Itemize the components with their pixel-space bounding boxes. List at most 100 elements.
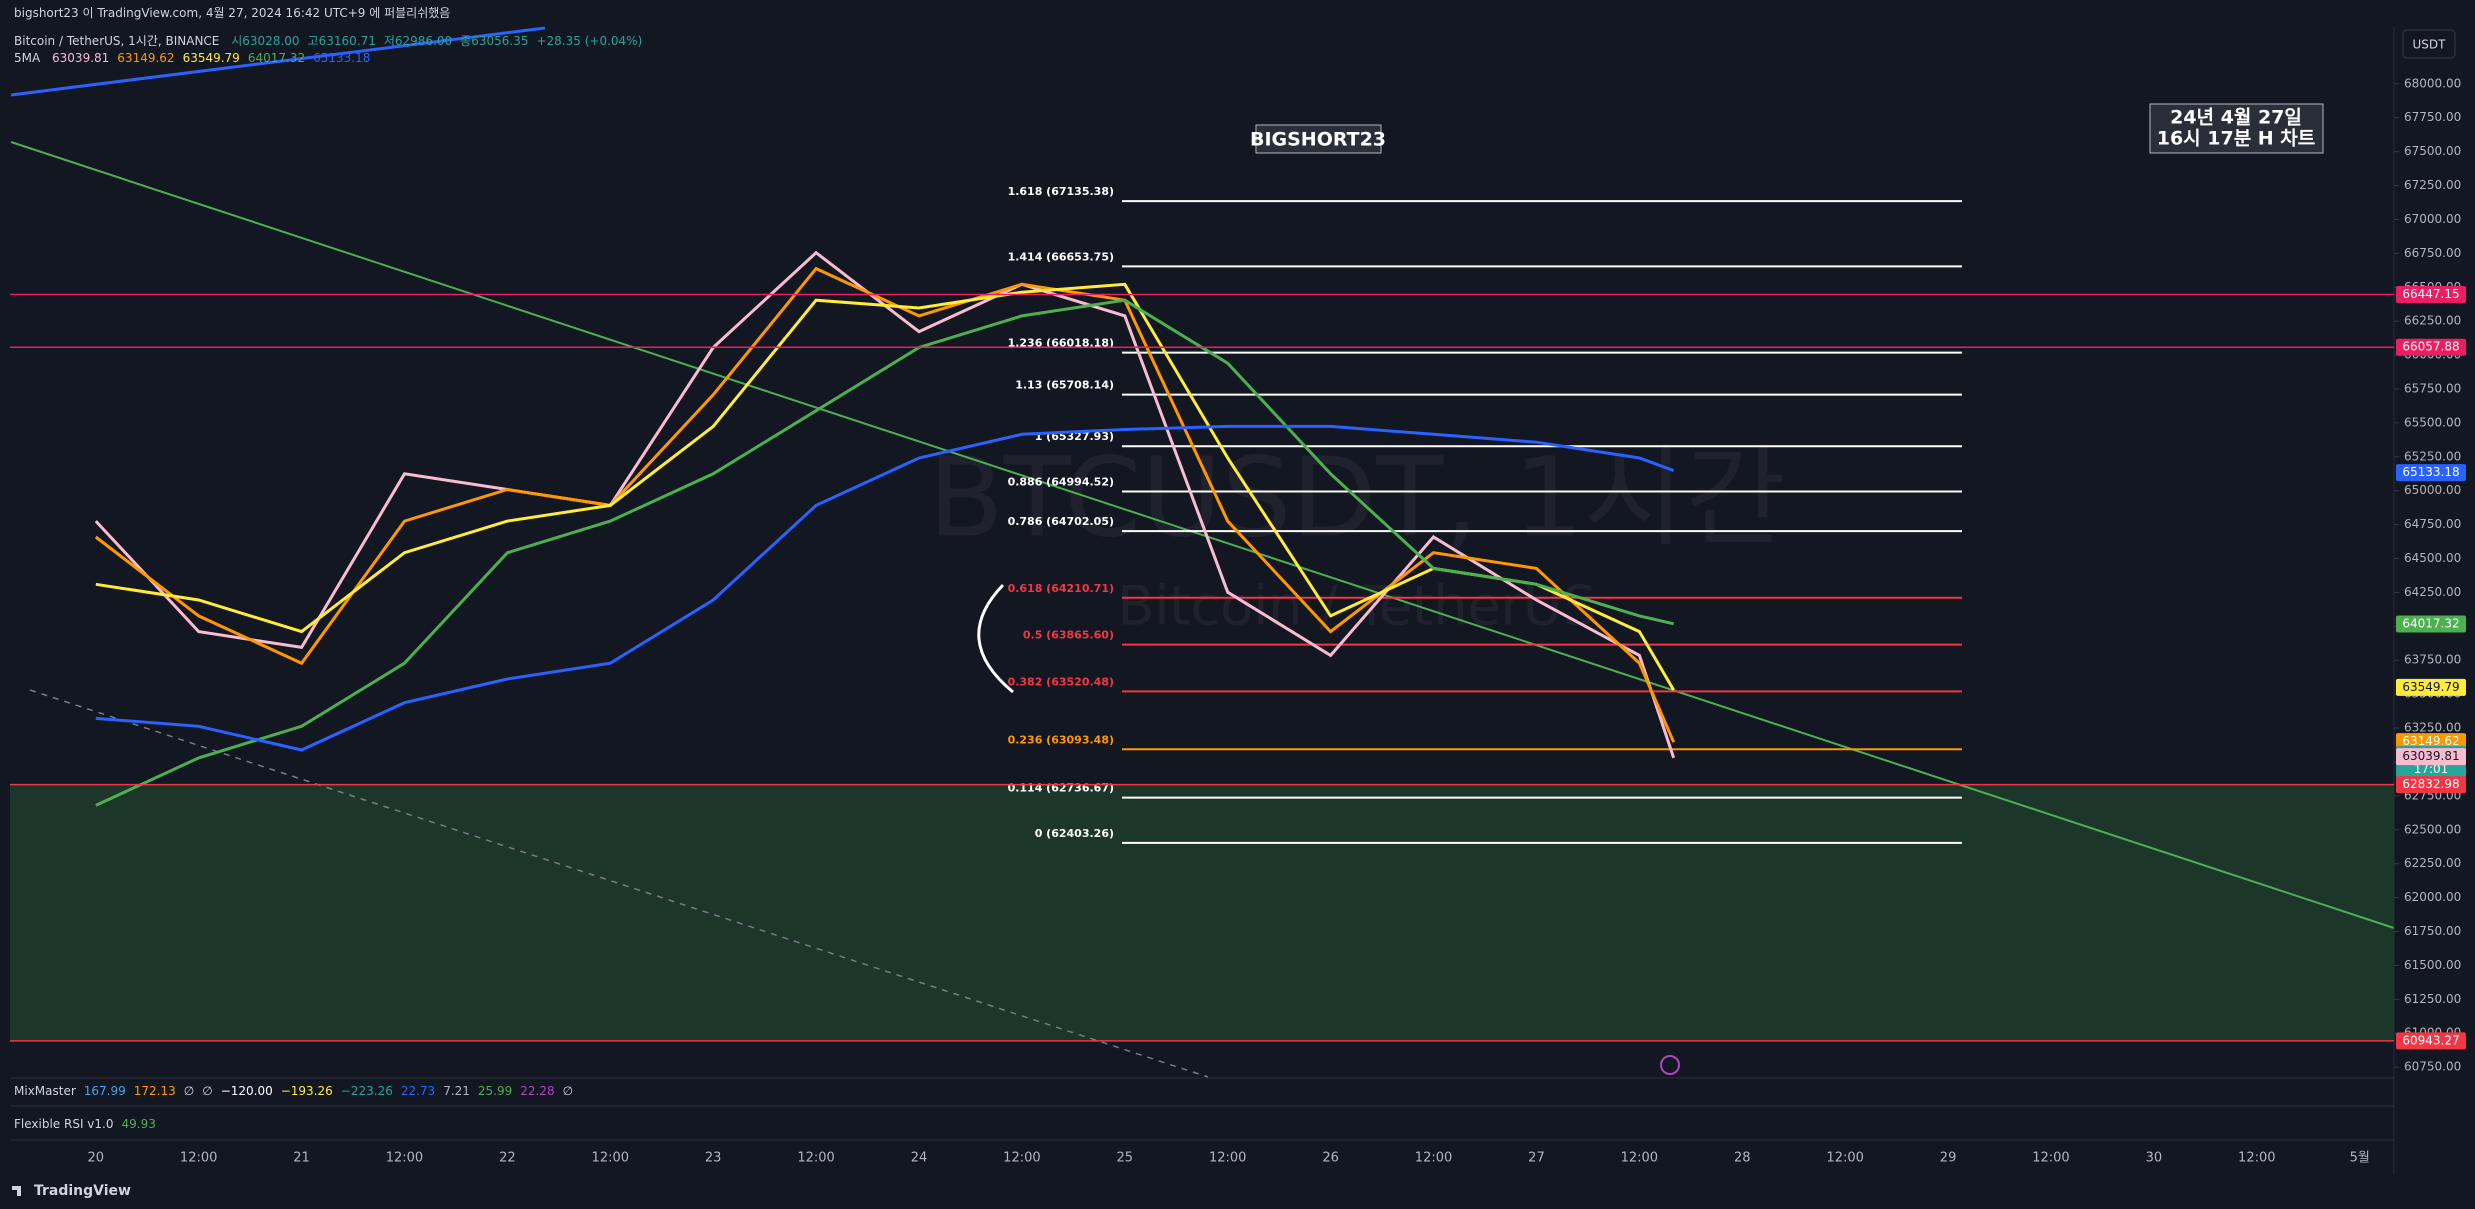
indicator-value: ∅ <box>183 1084 195 1098</box>
indicator-value: 49.93 <box>121 1117 156 1131</box>
price-label: 64017.32 <box>2402 616 2459 630</box>
y-tick-label: 60750.00 <box>2404 1060 2461 1074</box>
price-label: 63039.81 <box>2402 749 2459 763</box>
change: +28.35 (+0.04%) <box>536 34 643 48</box>
fib-label: 0.618 (64210.71) <box>1008 582 1114 595</box>
ohlc-value: 시63028.00 <box>231 34 300 48</box>
y-tick-label: 63750.00 <box>2404 653 2461 667</box>
indicator-value: 22.28 <box>520 1084 555 1098</box>
indicator-row: Flexible RSI v1.0 49.93 <box>14 1117 164 1131</box>
currency[interactable]: USDT <box>2413 38 2447 52</box>
x-tick-label: 12:00 <box>1415 1151 1452 1166</box>
x-tick-label: 23 <box>705 1151 722 1166</box>
x-tick-label: 5월 <box>2350 1151 2370 1166</box>
x-tick-label: 12:00 <box>2032 1151 2069 1166</box>
y-tick-label: 61750.00 <box>2404 924 2461 938</box>
currency-button[interactable] <box>2402 29 2456 59</box>
ohlc-value: 저62986.00 <box>383 34 453 48</box>
fib-label: 0.886 (64994.52) <box>1008 475 1114 488</box>
event-icon <box>1660 1055 1680 1075</box>
x-tick-label: 12:00 <box>797 1151 834 1166</box>
price-label-box <box>2396 776 2466 794</box>
y-tick-label: 67500.00 <box>2404 144 2461 158</box>
price-label: 66447.15 <box>2402 287 2459 301</box>
indicator-value: 25.99 <box>477 1084 513 1098</box>
watermark-sub: Bitcoin / TetherUS <box>1117 575 1596 638</box>
ma-line <box>94 266 1676 743</box>
long-ma-line <box>10 26 546 97</box>
x-tick-label: 29 <box>1940 1151 1957 1166</box>
indicator-value: 167.99 <box>83 1084 126 1098</box>
ma-value: 63549.79 <box>182 51 240 65</box>
y-tick-label: 65000.00 <box>2404 483 2461 497</box>
indicator-value: −223.26 <box>340 1084 393 1098</box>
header-text: bigshort23 이 TradingView.com, 4월 27, 202… <box>14 6 451 20</box>
x-tick-label: 12:00 <box>592 1151 629 1166</box>
price-label: 62832.98 <box>2402 777 2459 791</box>
tag: BIGSHORT23 <box>1250 129 1386 151</box>
y-tick-label: 64250.00 <box>2404 585 2461 599</box>
fib-label: 0.236 (63093.48) <box>1008 733 1114 746</box>
x-tick-label: 12:00 <box>1621 1151 1658 1166</box>
y-tick-label: 64500.00 <box>2404 551 2461 565</box>
y-tick-label: 66750.00 <box>2404 246 2461 260</box>
ohlc-value: 고63160.71 <box>307 34 376 48</box>
price-label-box <box>2396 748 2466 766</box>
y-tick-label: 61250.00 <box>2404 992 2461 1006</box>
x-tick-label: 24 <box>911 1151 928 1166</box>
fib-label: 1.414 (66653.75) <box>1008 250 1114 263</box>
x-tick-label: 27 <box>1528 1151 1545 1166</box>
date-line: 24년 4월 27일 <box>2170 107 2302 129</box>
y-tick-label: 65750.00 <box>2404 381 2461 395</box>
header: bigshort23 이 TradingView.com, 4월 27, 202… <box>14 4 458 21</box>
fib-label: 0 (62403.26) <box>1035 827 1114 840</box>
symbol: Bitcoin / TetherUS, 1시간, BINANCE <box>14 34 220 48</box>
legend-row: 5MA 63039.81 63149.62 63549.79 64017.32 6513… <box>14 51 378 65</box>
fib-label: 1.236 (66018.18) <box>1008 337 1114 350</box>
trend-line <box>10 141 2395 929</box>
support-zone <box>10 784 2394 1041</box>
x-tick-label: 20 <box>87 1151 104 1166</box>
price-label: 65133.18 <box>2402 465 2459 479</box>
price-label-box <box>2396 285 2466 303</box>
ma-value: 65133.18 <box>313 51 371 65</box>
indicator-value: ∅ <box>202 1084 213 1098</box>
y-tick-label: 62250.00 <box>2404 856 2461 870</box>
indicator-name: MixMaster <box>14 1084 76 1098</box>
indicator-value: 22.73 <box>400 1084 436 1098</box>
price-label-box <box>2396 615 2466 633</box>
x-tick-label: 25 <box>1117 1151 1134 1166</box>
fib-label: 1.13 (65708.14) <box>1015 379 1114 392</box>
y-tick-label: 68000.00 <box>2404 76 2461 90</box>
countdown: 17:01 <box>2414 762 2449 776</box>
price-label: 63149.62 <box>2402 734 2459 748</box>
x-tick-label: 12:00 <box>1209 1151 1246 1166</box>
arc-drawing <box>977 583 1014 694</box>
y-tick-label: 63250.00 <box>2404 721 2461 735</box>
fib-label: 0.786 (64702.05) <box>1008 515 1114 528</box>
date-box <box>2149 103 2324 154</box>
legend-row: Bitcoin / TetherUS, 1시간, BINANCE 시63028.… <box>14 32 650 49</box>
indicator-value: 172.13 <box>133 1084 176 1098</box>
y-tick-label: 67000.00 <box>2404 212 2461 226</box>
price-label-box <box>2396 678 2466 696</box>
indicator-row: MixMaster 167.99 172.13 ∅ ∅ −120.00 −193.26 −22… <box>14 1084 581 1098</box>
price-label-box <box>2396 464 2466 482</box>
x-tick-label: 30 <box>2146 1151 2163 1166</box>
fib-label: 1.618 (67135.38) <box>1008 185 1114 198</box>
fib-label: 0.382 (63520.48) <box>1008 675 1114 688</box>
y-tick-label: 67750.00 <box>2404 110 2461 124</box>
y-tick-label: 62500.00 <box>2404 822 2461 836</box>
ma-value: 63149.62 <box>117 51 175 65</box>
price-label: 66057.88 <box>2402 340 2459 354</box>
x-tick-label: 12:00 <box>386 1151 423 1166</box>
y-tick-label: 66250.00 <box>2404 314 2461 328</box>
ma-line <box>95 424 1675 752</box>
fib-label: 0.5 (63865.60) <box>1023 629 1114 642</box>
fib-label: 0.114 (62736.67) <box>1008 782 1114 795</box>
y-tick-label: 62000.00 <box>2404 890 2461 904</box>
y-tick-label: 61500.00 <box>2404 958 2461 972</box>
x-tick-label: 12:00 <box>180 1151 217 1166</box>
